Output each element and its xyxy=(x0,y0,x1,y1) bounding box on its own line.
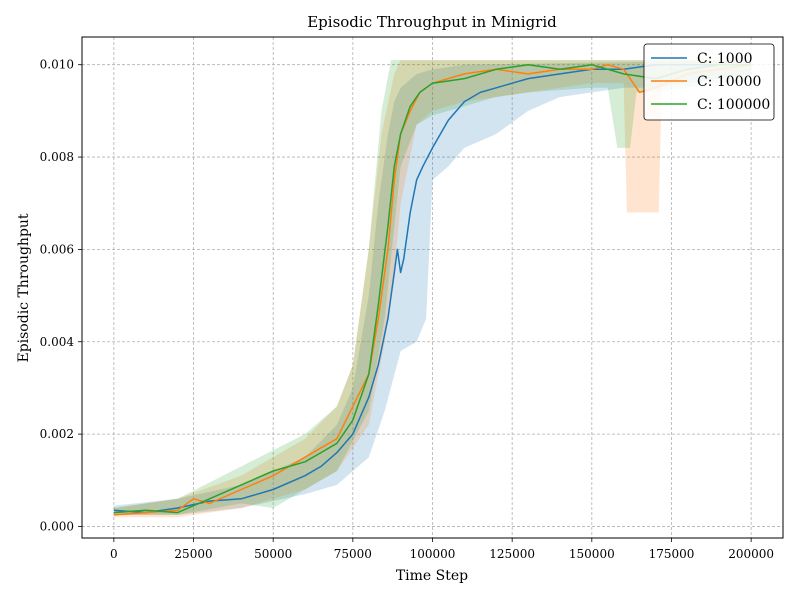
y-axis-label: Episodic Throughput xyxy=(16,213,32,362)
legend-label-c10000: C: 10000 xyxy=(697,74,761,90)
line-c-1000 xyxy=(113,63,752,514)
y-tick-label: 0.000 xyxy=(40,519,74,533)
legend: C: 1000 C: 10000 C: 100000 xyxy=(643,43,775,121)
x-tick-label: 200000 xyxy=(728,547,774,561)
x-tick-label: 50000 xyxy=(254,547,292,561)
x-axis-ticks: 0 25000 50000 75000 100000 125000 150000 175000… xyxy=(110,538,774,561)
confidence-bands xyxy=(113,60,752,518)
legend-label-c100000: C: 100000 xyxy=(697,97,770,113)
y-tick-label: 0.010 xyxy=(40,58,74,72)
x-axis-label: Time Step xyxy=(396,568,468,584)
x-tick-label: 25000 xyxy=(174,547,212,561)
series-lines xyxy=(113,63,752,516)
line-c-10000 xyxy=(113,63,752,516)
x-tick-label: 150000 xyxy=(569,547,615,561)
legend-label-c1000: C: 1000 xyxy=(697,51,753,67)
x-tick-label: 100000 xyxy=(410,547,456,561)
y-axis-ticks: 0.000 0.002 0.004 0.006 0.008 0.010 xyxy=(40,58,82,533)
x-tick-label: 75000 xyxy=(334,547,372,561)
line-c-100000 xyxy=(113,63,752,514)
y-tick-label: 0.006 xyxy=(40,242,74,256)
grid xyxy=(82,37,783,538)
y-tick-label: 0.004 xyxy=(40,335,75,349)
x-tick-label: 175000 xyxy=(649,547,695,561)
legend-box xyxy=(643,43,775,121)
chart-title: Episodic Throughput in Minigrid xyxy=(307,13,557,31)
y-tick-label: 0.008 xyxy=(40,150,74,164)
x-tick-label: 0 xyxy=(110,547,118,561)
x-tick-label: 125000 xyxy=(489,547,535,561)
y-tick-label: 0.002 xyxy=(40,427,74,441)
band-c-1000 xyxy=(113,60,752,515)
